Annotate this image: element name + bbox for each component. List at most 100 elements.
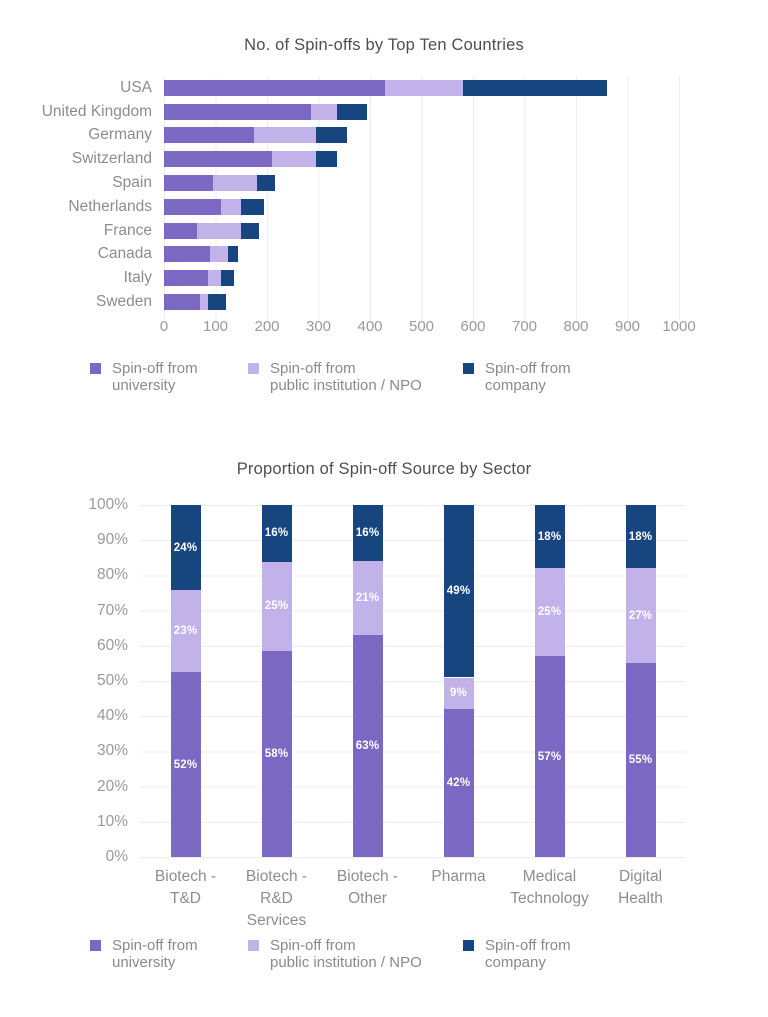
bar-segment-npo [220,198,242,215]
bar-segment-company [228,246,238,263]
country-bar [164,294,226,311]
segment-value-label: 23% [173,625,198,638]
y-axis-tick: 60% [96,636,128,654]
bar-segment-npo [272,151,316,168]
country-label: Spain [112,174,152,192]
bar-segment-npo [212,175,257,192]
bar-segment-npo: 27% [625,568,656,664]
chart2-title: Proportion of Spin-off Source by Sector [236,460,532,478]
x-axis-tick: 900 [614,318,641,335]
chart1-title: No. of Spin-offs by Top Ten Countries [244,36,524,54]
bar-segment-npo [254,127,316,144]
bar-segment-university [164,222,198,239]
country-row: Netherlands [0,195,768,219]
legend-label: Spin-off from company [485,937,571,971]
country-label: USA [120,78,152,96]
y-axis-tick: 0% [105,848,128,865]
sector-bar: 55% 27% 18% [625,505,656,857]
bar-segment-company [256,175,275,192]
segment-value-label: 27% [628,609,653,622]
segment-value-label: 49% [446,585,471,598]
segment-value-label: 52% [173,758,198,771]
country-label: Switzerland [71,150,152,168]
sector-label: Biotech - T&D [154,868,217,907]
bar-segment-university [164,246,211,263]
segment-value-label: 16% [264,527,289,540]
bar-segment-company [315,151,337,168]
sector-label: Medical Technology [510,868,589,907]
chart2-legend: Spin-off from university Spin-off from pu… [0,937,768,981]
legend-item-company: Spin-off from company [463,360,571,394]
segment-value-label: 16% [355,527,380,540]
bar-segment-university: 63% [352,635,383,857]
bar-segment-company [241,198,265,215]
bar-segment-npo: 21% [352,561,383,636]
legend-item-npo: Spin-off from public institution / NPO [248,937,422,971]
sector-label: Pharma [431,868,486,885]
legend-swatch-university-icon [90,363,101,374]
bar-segment-company: 16% [261,505,292,562]
bar-segment-university [164,270,208,287]
chart2-gridlines [140,505,686,858]
country-label: Canada [97,245,152,263]
x-axis-tick: 400 [357,318,383,335]
legend-item-npo: Spin-off from public institution / NPO [248,360,422,394]
country-row: USA [0,76,768,100]
segment-value-label: 21% [355,592,380,605]
bar-segment-company [241,222,260,239]
bar-segment-university: 55% [625,663,656,857]
x-axis-tick: 700 [511,318,538,335]
sector-bar: 57% 25% 18% [534,505,565,857]
segment-value-label: 57% [537,750,562,763]
legend-swatch-npo-icon [248,940,259,951]
country-label: France [103,221,152,239]
country-row: Canada [0,243,768,267]
segment-value-label: 9% [449,687,468,700]
bar-segment-company: 18% [625,505,656,569]
country-bar [164,198,265,215]
country-row: Spain [0,171,768,195]
sector-bar: 42% 9% 49% [443,505,474,857]
segment-value-label: 25% [537,606,562,619]
bar-segment-company [315,127,347,144]
country-row: Germany [0,124,768,148]
x-axis-tick: 1000 [662,318,696,335]
country-bar [164,246,238,263]
bar-segment-company [462,79,607,96]
bar-segment-npo: 9% [443,677,474,710]
legend-label: Spin-off from university [112,937,198,971]
bar-segment-npo: 25% [534,568,565,657]
segment-value-label: 24% [173,541,198,554]
bar-segment-university [164,198,221,215]
bar-segment-university: 58% [261,650,292,857]
segment-value-label: 25% [264,600,289,613]
legend-swatch-university-icon [90,940,101,951]
x-axis-tick: 200 [254,318,280,335]
segment-value-label: 58% [264,747,289,760]
bar-segment-npo [210,246,229,263]
bar-segment-npo [200,294,208,311]
country-bar [164,79,607,96]
bar-segment-university [164,151,273,168]
bar-segment-npo [385,79,463,96]
chart2-y-axis: 0% 10% 20% 30% 40% 50% 60% 70% 80% 90% 100% [0,496,128,865]
legend-label: Spin-off from company [485,360,571,394]
legend-item-university: Spin-off from university [90,937,198,971]
x-axis-tick: 800 [563,318,589,335]
legend-swatch-company-icon [463,940,474,951]
bar-segment-npo: 23% [170,590,201,673]
legend-swatch-npo-icon [248,363,259,374]
chart1-plot-area: USA United Kingdom Germany Switzerland Spain… [0,76,768,314]
x-axis-tick: 100 [202,318,229,335]
y-axis-tick: 30% [96,742,128,760]
bar-segment-university: 42% [443,709,474,857]
bar-segment-npo [310,103,337,120]
legend-swatch-company-icon [463,363,474,374]
bar-segment-company [336,103,368,120]
country-label: Germany [88,126,152,144]
bar-segment-npo [207,270,221,287]
bar-segment-npo: 25% [261,561,292,651]
sector-bar: 52% 23% 24% [170,505,201,857]
y-axis-tick: 10% [96,812,128,830]
bar-segment-company: 24% [170,505,201,591]
